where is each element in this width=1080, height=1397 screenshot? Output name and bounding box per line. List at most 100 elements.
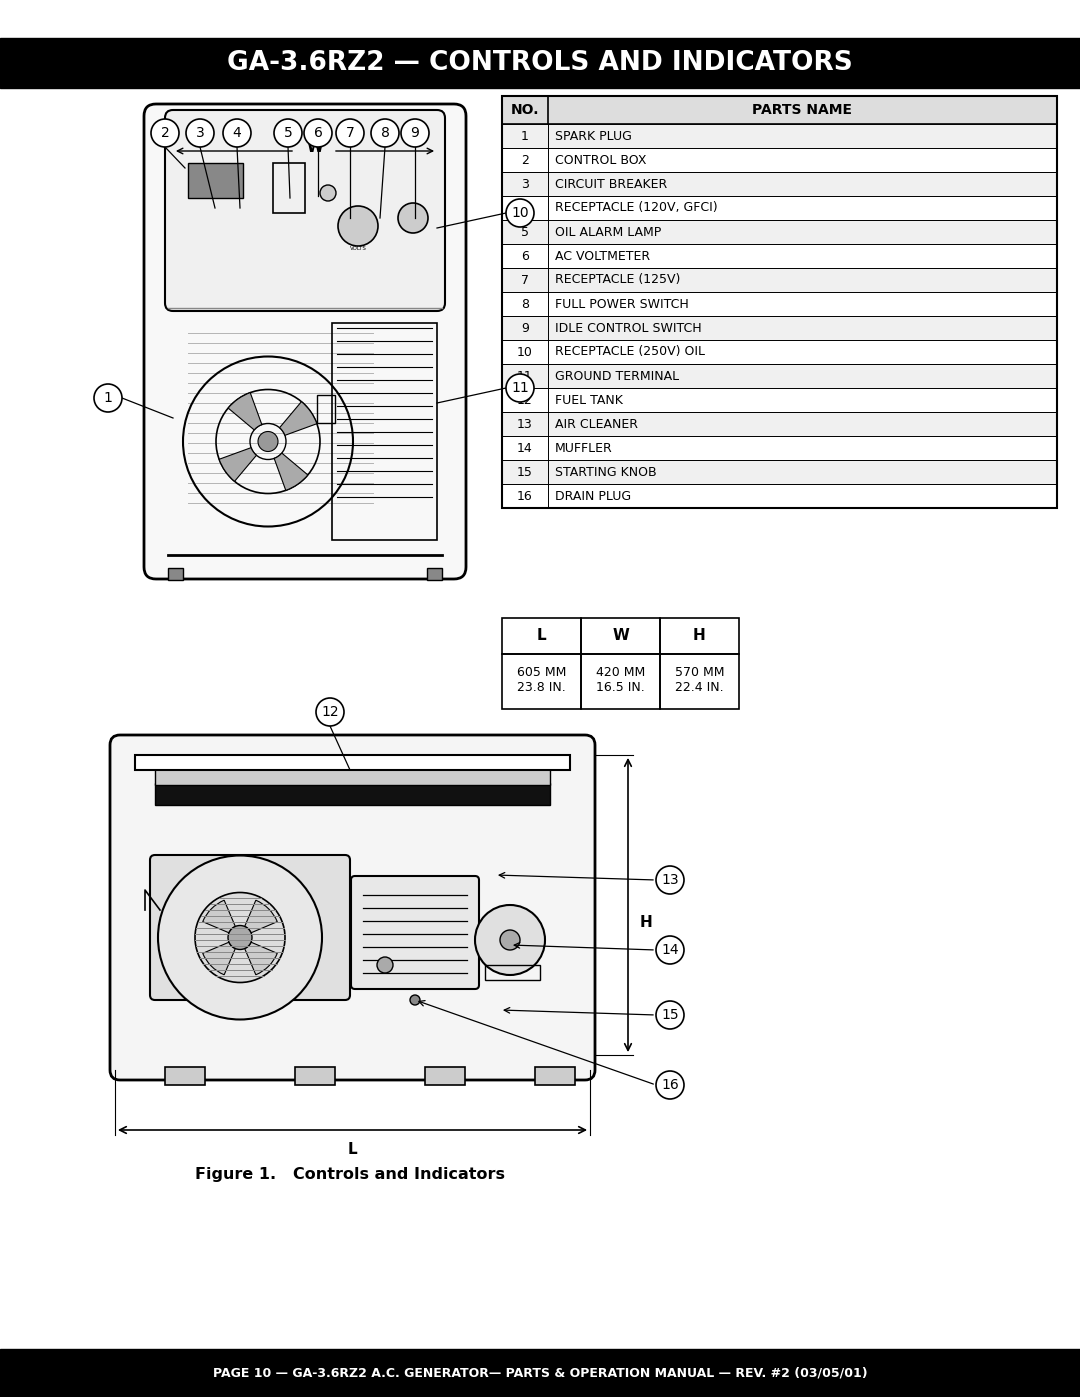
Bar xyxy=(581,617,660,654)
Text: PAGE 10 — GA-3.6RZ2 A.C. GENERATOR— PARTS & OPERATION MANUAL — REV. #2 (03/05/01: PAGE 10 — GA-3.6RZ2 A.C. GENERATOR— PART… xyxy=(213,1366,867,1379)
Text: 420 MM: 420 MM xyxy=(596,666,645,679)
Text: W: W xyxy=(612,629,629,644)
Bar xyxy=(502,292,1057,316)
Text: 14: 14 xyxy=(517,441,532,454)
Bar xyxy=(502,219,1057,244)
Bar xyxy=(427,569,442,580)
Circle shape xyxy=(401,119,429,147)
Circle shape xyxy=(656,1002,684,1030)
Bar xyxy=(502,339,1057,365)
Text: IDLE CONTROL SWITCH: IDLE CONTROL SWITCH xyxy=(555,321,702,334)
Bar xyxy=(168,569,183,580)
Text: GA-3.6RZ2 — CONTROLS AND INDICATORS: GA-3.6RZ2 — CONTROLS AND INDICATORS xyxy=(227,50,853,75)
Text: 9: 9 xyxy=(410,126,419,140)
Bar xyxy=(581,654,660,710)
Text: 3: 3 xyxy=(195,126,204,140)
Bar xyxy=(332,323,437,541)
Text: FULL POWER SWITCH: FULL POWER SWITCH xyxy=(555,298,689,310)
Bar xyxy=(318,395,335,423)
Bar xyxy=(660,617,739,654)
Circle shape xyxy=(274,119,302,147)
Text: L: L xyxy=(348,1143,357,1158)
Circle shape xyxy=(410,995,420,1004)
Circle shape xyxy=(228,925,252,950)
Circle shape xyxy=(94,384,122,412)
Text: 3: 3 xyxy=(521,177,529,190)
Text: 16: 16 xyxy=(661,1078,679,1092)
FancyBboxPatch shape xyxy=(351,876,480,989)
Text: 2: 2 xyxy=(521,154,529,166)
Circle shape xyxy=(399,203,428,233)
Text: 9: 9 xyxy=(521,321,529,334)
Text: 13: 13 xyxy=(661,873,679,887)
Text: 8: 8 xyxy=(521,298,529,310)
Text: 10: 10 xyxy=(511,205,529,219)
Wedge shape xyxy=(245,942,278,975)
Bar xyxy=(502,148,1057,172)
Text: AC VOLTMETER: AC VOLTMETER xyxy=(555,250,650,263)
Text: 15: 15 xyxy=(517,465,532,479)
Bar xyxy=(502,412,1057,436)
Text: H: H xyxy=(640,915,652,930)
Text: 1: 1 xyxy=(104,391,112,405)
Circle shape xyxy=(303,119,332,147)
Circle shape xyxy=(377,957,393,972)
FancyBboxPatch shape xyxy=(150,855,350,1000)
Text: 12: 12 xyxy=(321,705,339,719)
Circle shape xyxy=(316,698,345,726)
FancyBboxPatch shape xyxy=(165,110,445,312)
Bar xyxy=(502,388,1057,412)
Text: 12: 12 xyxy=(517,394,532,407)
Bar xyxy=(502,96,1057,509)
Circle shape xyxy=(507,374,534,402)
Circle shape xyxy=(195,893,285,982)
Text: H: H xyxy=(693,629,706,644)
Circle shape xyxy=(656,866,684,894)
Bar xyxy=(502,196,1057,219)
Text: 5: 5 xyxy=(521,225,529,239)
Text: L: L xyxy=(537,629,546,644)
Text: 16.5 IN.: 16.5 IN. xyxy=(596,680,645,694)
Wedge shape xyxy=(203,900,235,933)
Circle shape xyxy=(158,855,322,1020)
Bar xyxy=(502,436,1057,460)
Circle shape xyxy=(507,198,534,226)
Circle shape xyxy=(336,119,364,147)
Text: CONTROL BOX: CONTROL BOX xyxy=(555,154,647,166)
Text: 15: 15 xyxy=(661,1009,679,1023)
Circle shape xyxy=(222,119,251,147)
Text: 22.4 IN.: 22.4 IN. xyxy=(675,680,724,694)
Wedge shape xyxy=(203,942,235,975)
Text: STARTING KNOB: STARTING KNOB xyxy=(555,465,657,479)
Text: 605 MM: 605 MM xyxy=(517,666,566,679)
Circle shape xyxy=(372,119,399,147)
Text: Figure 1.   Controls and Indicators: Figure 1. Controls and Indicators xyxy=(195,1168,505,1182)
Text: 4: 4 xyxy=(232,126,241,140)
Bar xyxy=(502,460,1057,483)
Circle shape xyxy=(656,1071,684,1099)
Bar xyxy=(0,1350,1080,1397)
Text: FUEL TANK: FUEL TANK xyxy=(555,394,623,407)
Text: 6: 6 xyxy=(521,250,529,263)
Text: 7: 7 xyxy=(346,126,354,140)
Text: SPARK PLUG: SPARK PLUG xyxy=(555,130,632,142)
Bar xyxy=(426,1067,465,1085)
Bar xyxy=(0,38,1080,88)
Circle shape xyxy=(656,936,684,964)
Text: CIRCUIT BREAKER: CIRCUIT BREAKER xyxy=(555,177,667,190)
Text: 5: 5 xyxy=(284,126,293,140)
Bar xyxy=(165,1067,205,1085)
Text: 6: 6 xyxy=(313,126,323,140)
Text: 23.8 IN.: 23.8 IN. xyxy=(517,680,566,694)
Text: 2: 2 xyxy=(161,126,170,140)
Bar xyxy=(535,1067,575,1085)
Text: W: W xyxy=(307,141,323,155)
Circle shape xyxy=(258,432,278,451)
Bar xyxy=(188,163,243,198)
Text: AIR CLEANER: AIR CLEANER xyxy=(555,418,638,430)
Bar xyxy=(485,965,540,981)
Bar xyxy=(502,365,1057,388)
Bar xyxy=(295,1067,335,1085)
Circle shape xyxy=(500,930,519,950)
Text: RECEPTACLE (125V): RECEPTACLE (125V) xyxy=(555,274,680,286)
